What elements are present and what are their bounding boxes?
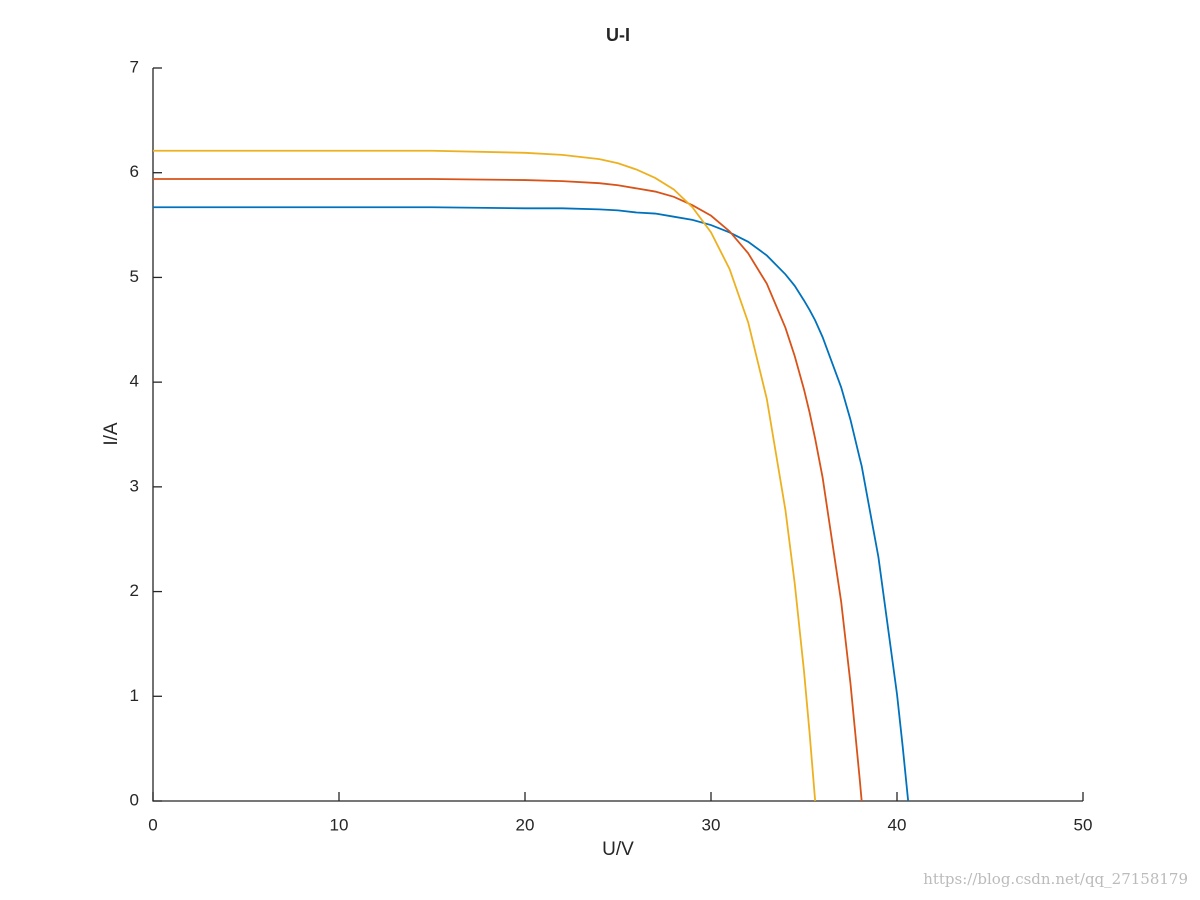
x-tick-label: 40	[888, 815, 907, 834]
y-tick-label: 4	[130, 372, 139, 391]
x-axis-label: U/V	[602, 839, 634, 860]
x-tick-label: 30	[702, 815, 721, 834]
y-axis-label: I/A	[101, 422, 122, 446]
line-series	[153, 206, 910, 802]
line-series	[153, 178, 863, 802]
x-tick-label: 50	[1074, 815, 1093, 834]
y-tick-label: 6	[130, 162, 139, 181]
y-tick-label: 5	[130, 267, 139, 286]
y-tick-label: 0	[130, 790, 139, 809]
y-tick-label: 2	[130, 581, 139, 600]
chart-title: U-I	[606, 25, 630, 45]
x-tick-label: 0	[148, 815, 157, 834]
y-tick-label: 3	[130, 476, 139, 495]
x-tick-label: 10	[330, 815, 349, 834]
y-tick-label: 7	[130, 57, 139, 76]
watermark: https://blog.csdn.net/qq_27158179	[923, 870, 1188, 888]
x-tick-label: 20	[516, 815, 535, 834]
line-series	[153, 149, 817, 802]
y-tick-label: 1	[130, 686, 139, 705]
